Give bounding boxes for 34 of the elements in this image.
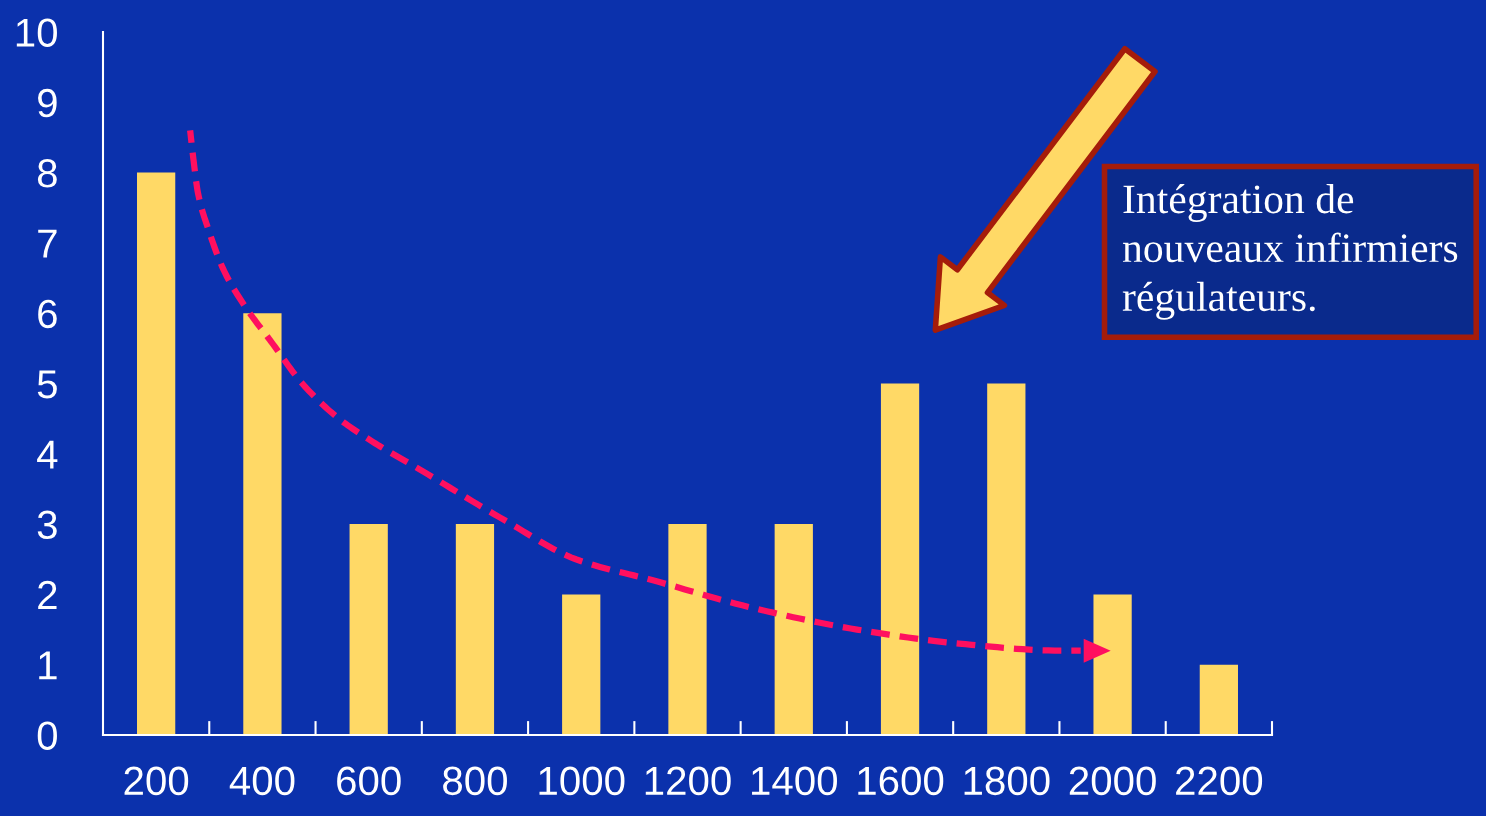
y-tick-label: 4 (37, 440, 58, 469)
x-tick-label: 200 (124, 766, 189, 796)
bar (987, 383, 1026, 735)
bar (243, 313, 282, 735)
x-tick-label: 2000 (1069, 766, 1156, 796)
y-tick-label: 10 (16, 18, 57, 47)
x-tick-label: 1600 (858, 766, 944, 796)
x-tick-label: 2200 (1176, 766, 1263, 796)
y-tick-label: 8 (37, 159, 57, 188)
bar (562, 594, 601, 735)
y-tick-label: 7 (38, 229, 57, 258)
bar (880, 383, 920, 735)
bar (774, 524, 813, 735)
annotation: Intégration de nouveaux infirmiers régulateurs. (1122, 184, 1458, 320)
x-tick-label: 1200 (645, 766, 731, 796)
bar (349, 524, 388, 735)
y-tick-label: 2 (38, 580, 57, 609)
x-tick-label: 1000 (539, 766, 625, 796)
x-tick-label: 800 (443, 766, 507, 796)
x-tick-label: 400 (229, 766, 295, 796)
x-tick-label: 1800 (964, 766, 1050, 796)
bar (137, 172, 176, 735)
x-tick-label: 1400 (752, 766, 837, 796)
y-tick-label: 9 (38, 88, 57, 118)
y-tick-label: 5 (37, 370, 57, 399)
y-tick-label: 3 (37, 510, 57, 540)
bar (455, 524, 495, 735)
bar (668, 524, 707, 735)
y-tick-label: 0 (37, 721, 57, 750)
y-tick-label: 6 (38, 299, 57, 329)
y-tick-label: 1 (39, 651, 57, 680)
x-tick-label: 600 (337, 766, 401, 796)
bar (1093, 594, 1132, 735)
bar (1199, 664, 1238, 735)
